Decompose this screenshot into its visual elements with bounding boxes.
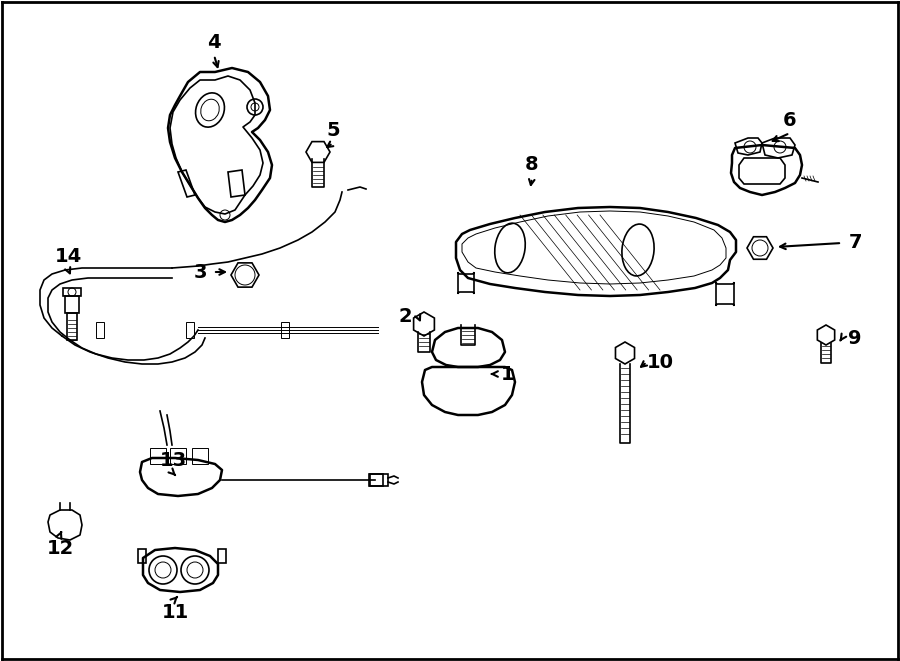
Text: 2: 2 (398, 307, 412, 325)
Text: 12: 12 (47, 539, 74, 557)
Bar (281, 322, 289, 338)
Text: 11: 11 (161, 602, 189, 621)
Text: 8: 8 (526, 155, 539, 175)
Bar (67, 313, 77, 340)
Text: 14: 14 (54, 247, 82, 266)
Bar (218, 549, 226, 563)
Bar (63, 288, 81, 296)
Text: 10: 10 (646, 352, 673, 371)
Bar (186, 322, 194, 338)
Bar (150, 448, 166, 464)
Bar (170, 448, 186, 464)
Text: 7: 7 (848, 233, 862, 253)
Bar (65, 296, 79, 313)
Text: 4: 4 (207, 32, 220, 52)
Text: 3: 3 (194, 262, 207, 282)
Bar (192, 448, 208, 464)
Text: 9: 9 (848, 329, 862, 348)
Text: 5: 5 (326, 120, 340, 139)
Text: 1: 1 (501, 364, 515, 383)
Text: 6: 6 (783, 110, 796, 130)
Bar (369, 474, 383, 486)
Bar (96, 322, 104, 338)
Bar (370, 474, 388, 486)
Bar (138, 549, 146, 563)
Text: 13: 13 (159, 451, 186, 469)
